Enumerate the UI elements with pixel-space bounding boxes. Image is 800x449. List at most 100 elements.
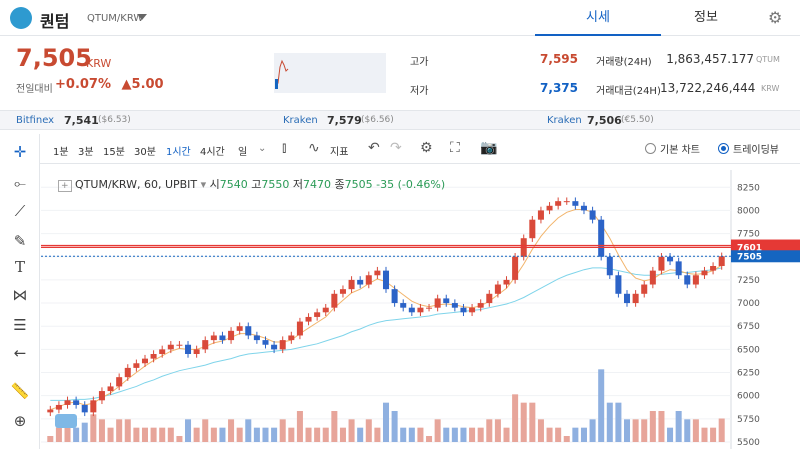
tab-info[interactable]: 정보 — [694, 10, 718, 25]
timeframe-15m[interactable]: 15분 — [103, 147, 125, 158]
price-chart[interactable]: 5500575060006250650067507000725075007750… — [41, 170, 800, 449]
volume-bar — [443, 427, 450, 442]
candle-body — [649, 270, 656, 285]
candle-body — [718, 256, 725, 266]
legend-open-label: 시 — [209, 178, 220, 191]
candle-body — [494, 284, 501, 294]
timeframe-1m[interactable]: 1분 — [53, 147, 69, 158]
fullscreen-icon[interactable]: ⛶ — [450, 140, 460, 156]
legend-high-label: 고 — [251, 178, 262, 191]
volume-bar — [572, 427, 579, 442]
candle-body — [314, 312, 321, 317]
candle-body — [658, 256, 665, 271]
volume-bar — [598, 369, 605, 442]
brush-icon[interactable]: ✎ — [13, 232, 27, 250]
legend-close: 7505 — [344, 178, 373, 191]
volume-bar — [331, 411, 338, 442]
candle-body — [81, 404, 88, 413]
amount-label: 거래대금(24H) — [596, 86, 661, 97]
chevron-down-icon[interactable] — [137, 14, 147, 20]
timeframe-day[interactable]: 일 — [238, 147, 248, 158]
volume-bar — [339, 427, 346, 442]
candle-body — [675, 261, 682, 276]
timeframe-4h[interactable]: 4시간 — [200, 147, 225, 158]
volume-label: 거래량(24H) — [596, 57, 652, 68]
header-bar: 퀀텀 QTUM/KRW 시세 정보 ⚙ — [0, 0, 800, 36]
volume-bar — [141, 427, 148, 442]
undo-icon[interactable]: ↶ — [368, 140, 380, 156]
tab-market[interactable]: 시세 — [535, 0, 661, 36]
exchange-name[interactable]: Kraken — [283, 115, 318, 126]
exchange-price: 7,579 — [327, 114, 362, 127]
volume-bar — [73, 427, 80, 442]
exchange-name[interactable]: Bitfinex — [16, 115, 55, 126]
volume-bar — [546, 427, 553, 442]
horizontal-line-icon[interactable]: ⟜ — [13, 174, 26, 192]
pattern-icon[interactable]: ⋈ — [12, 286, 28, 304]
zoom-in-icon[interactable]: ⊕ — [13, 412, 27, 430]
candle-body — [133, 363, 140, 368]
candle-body — [365, 275, 372, 285]
volume-bar — [684, 419, 691, 442]
volume-bar — [365, 419, 372, 442]
basic-chart-radio[interactable] — [645, 143, 656, 154]
candle-body — [253, 335, 260, 341]
volume-bar — [219, 427, 226, 442]
volume-bar — [417, 427, 424, 442]
indicator-icon[interactable]: ∿ — [308, 140, 320, 156]
volume-bar — [271, 427, 278, 442]
volume-bar — [667, 427, 674, 442]
volume-bar — [262, 427, 269, 442]
legend-close-label: 종 — [334, 178, 345, 191]
candle-body — [667, 256, 674, 262]
redo-icon[interactable]: ↷ — [390, 140, 402, 156]
fib-icon[interactable]: ☰ — [13, 316, 27, 334]
volume-bar — [624, 419, 631, 442]
camera-icon[interactable]: 📷 — [480, 140, 498, 156]
candle-body — [331, 293, 338, 308]
volume-bar — [580, 427, 587, 442]
candle-body — [98, 391, 105, 401]
candle-body — [116, 377, 123, 387]
settings-icon[interactable]: ⚙ — [420, 140, 433, 156]
candle-body — [563, 201, 570, 203]
drawing-toolbar: ✛ ⟜ ⟋ ✎ T ⋈ ☰ ← 📏 ⊕ — [0, 134, 40, 449]
coin-pair: QTUM/KRW — [87, 13, 144, 24]
trend-line-icon[interactable]: ⟋ — [14, 202, 26, 220]
volume-bar — [701, 427, 708, 442]
volume-bar — [176, 436, 183, 442]
volume-bar — [589, 419, 596, 442]
timeframe-30m[interactable]: 30분 — [134, 147, 156, 158]
mini-sparkline — [274, 53, 386, 93]
candle-body — [606, 256, 613, 276]
collapse-icon[interactable]: + — [58, 180, 72, 192]
indicator-button[interactable]: 지표 — [330, 147, 349, 158]
volume-bar — [641, 419, 648, 442]
crosshair-icon[interactable]: ✛ — [13, 143, 27, 161]
candle-type-icon[interactable]: ⫾ — [282, 140, 287, 156]
text-tool-icon[interactable]: T — [14, 258, 25, 276]
volume-bar — [555, 427, 562, 442]
timeframe-3m[interactable]: 3분 — [78, 147, 94, 158]
arrow-left-icon[interactable]: ← — [13, 344, 27, 362]
volume-bar — [193, 427, 200, 442]
chevron-down-icon[interactable]: ⌄ — [258, 143, 267, 154]
y-tick-label: 5500 — [737, 438, 760, 448]
exchange-price: 7,506 — [587, 114, 622, 127]
candle-body — [537, 210, 544, 220]
gear-icon[interactable]: ⚙ — [768, 8, 783, 27]
volume-bar — [98, 419, 105, 442]
legend-high: 7550 — [261, 178, 290, 191]
exchange-name[interactable]: Kraken — [547, 115, 582, 126]
timeframe-1h[interactable]: 1시간 — [166, 147, 191, 158]
amount-value: 13,722,246,444 — [660, 81, 756, 95]
candle-body — [408, 307, 415, 313]
basic-chart-label: 기본 차트 — [660, 145, 700, 156]
candle-body — [546, 205, 553, 211]
ruler-icon[interactable]: 📏 — [10, 382, 30, 400]
tradingview-radio[interactable] — [718, 143, 729, 154]
chevron-down-icon[interactable]: ▾ — [200, 178, 207, 191]
candle-body — [555, 201, 562, 206]
volume-bar — [64, 427, 71, 442]
candle-body — [73, 400, 80, 405]
